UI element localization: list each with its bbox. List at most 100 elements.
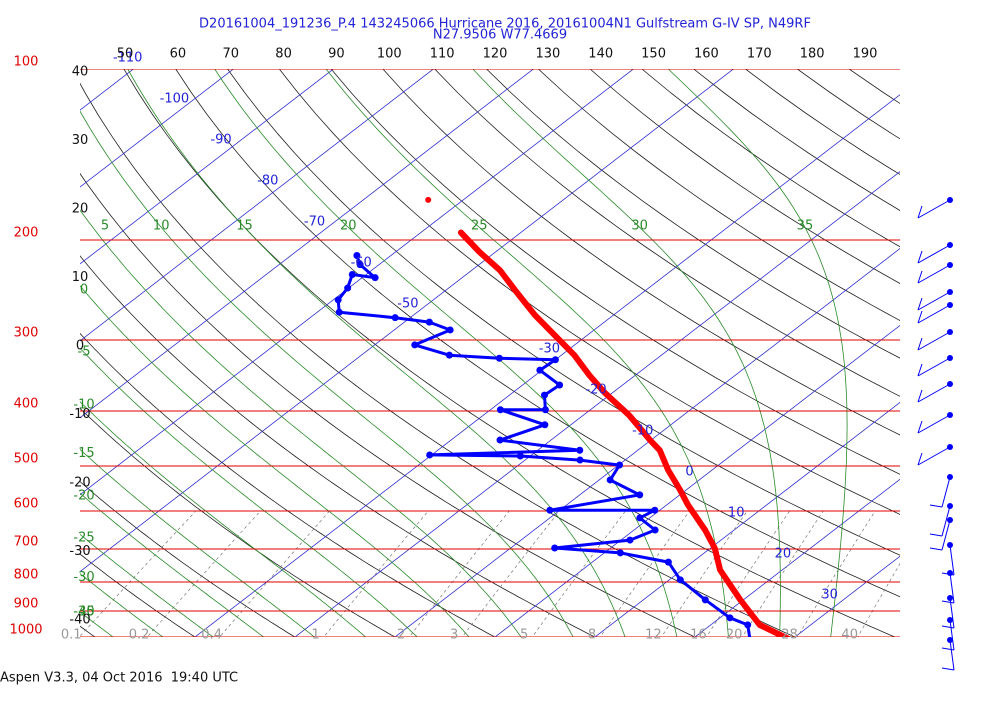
dewpoint-point (392, 314, 399, 321)
isotherm (379, 43, 1000, 649)
top-scale-label: 160 (694, 47, 719, 62)
isotherm-label: -20 (585, 383, 606, 398)
dewpoint-point (344, 285, 351, 292)
barb-feather (942, 626, 954, 628)
top-scale-label: 60 (170, 47, 187, 62)
mixing-ratio-line (524, 511, 626, 649)
dewpoint-point (617, 549, 624, 556)
top-scale-label: 170 (747, 47, 772, 62)
moist-adiabat (0, 69, 279, 649)
barb-feather (930, 534, 942, 536)
mixing-ratio-label: 5 (520, 628, 528, 643)
mixing-ratio-label: 0.1 (61, 628, 82, 643)
mixing-ratio-label: 28 (781, 628, 798, 643)
isotherm-label: -50 (397, 297, 418, 312)
dewpoint-point (702, 596, 709, 603)
isotherm-label: 0 (685, 465, 693, 480)
pressure-label: 900 (14, 597, 39, 612)
dewpoint-point (426, 319, 433, 326)
mixing-ratio-label: 3 (450, 628, 458, 643)
barb-staff (918, 332, 950, 350)
moist-adiabat-label: -15 (73, 446, 94, 461)
dry-adiabat (411, 43, 1000, 649)
altitude-label: 40 (72, 65, 89, 80)
dewpoint-point (652, 527, 659, 534)
altitude-label: 0 (76, 339, 84, 354)
dewpoint-point (607, 476, 614, 483)
dry-adiabat (0, 43, 213, 649)
top-scale-label: 110 (430, 47, 455, 62)
pressure-label: 100 (14, 55, 39, 70)
dewpoint-point (517, 452, 524, 459)
dewpoint-point (744, 621, 751, 628)
top-scale-label: 120 (483, 47, 508, 62)
dewpoint-point (542, 406, 549, 413)
isotherm-label: -80 (257, 174, 278, 189)
dry-adiabat (361, 43, 1000, 649)
mixing-ratio-label: 8 (588, 628, 596, 643)
dewpoint-point (335, 296, 342, 303)
top-scale-label: 80 (275, 47, 292, 62)
barb-staff (918, 200, 950, 218)
altitude-label: -10 (69, 407, 90, 422)
barb-feather (942, 668, 954, 670)
dewpoint-point (616, 462, 623, 469)
isotherm (179, 43, 967, 649)
mixing-ratio-label: 1 (312, 628, 320, 643)
dewpoint-point (372, 274, 379, 281)
isotherm-label: -60 (351, 256, 372, 271)
temperature-point (425, 197, 431, 203)
barb-feather (930, 548, 942, 550)
mixing-ratio-label: 40 (841, 628, 858, 643)
plot-area (0, 43, 1000, 649)
moist-adiabat-label: 10 (153, 219, 170, 234)
isotherm-label: -90 (210, 133, 231, 148)
moist-adiabat-label: 35 (797, 219, 814, 234)
dewpoint-point (577, 457, 584, 464)
dewpoint-point (556, 382, 563, 389)
isotherm-label: 30 (821, 588, 838, 603)
dewpoint-point (552, 356, 559, 363)
dewpoint-point (651, 507, 658, 514)
pressure-label: 500 (14, 452, 39, 467)
dewpoint-point (411, 341, 418, 348)
dry-adiabat (864, 43, 1000, 649)
barb-feather (942, 648, 954, 650)
mixing-ratio-label: 20 (726, 628, 743, 643)
pressure-label: 600 (14, 497, 39, 512)
dewpoint-point (349, 271, 356, 278)
barb-feather (930, 505, 942, 507)
barb-staff (918, 447, 950, 465)
dewpoint-point (636, 514, 643, 521)
dry-adiabat (813, 43, 1000, 649)
pressure-label: 700 (14, 535, 39, 550)
dewpoint-point (747, 636, 754, 643)
barb-staff (918, 265, 950, 283)
top-scale-label: 130 (535, 47, 560, 62)
altitude-label: 30 (72, 133, 89, 148)
top-scale-label: 70 (222, 47, 239, 62)
barb-staff (918, 358, 950, 376)
moist-adiabat-label: 25 (471, 219, 488, 234)
dry-adiabat (160, 43, 1000, 649)
wind-barbs (918, 197, 954, 670)
dry-adiabat (763, 43, 1000, 649)
top-scale-label: 190 (853, 47, 878, 62)
mixing-ratio-line (136, 511, 260, 649)
dry-adiabat (210, 43, 1000, 649)
isotherm-label: -10 (632, 424, 653, 439)
dewpoint-point (636, 491, 643, 498)
dewpoint-point (446, 352, 453, 359)
altitude-label: -20 (69, 476, 90, 491)
pressure-label: 1000 (9, 623, 42, 638)
barb-staff (918, 384, 950, 402)
isotherm (779, 43, 1000, 649)
isotherm-label: 10 (728, 506, 745, 521)
dewpoint-point (497, 406, 504, 413)
isotherm-label: -30 (539, 342, 560, 357)
mixing-ratio-label: 16 (690, 628, 707, 643)
moist-adiabat-label: -30 (73, 570, 94, 585)
moist-adiabat-label: 15 (236, 219, 253, 234)
moist-adiabat-label: 30 (631, 219, 648, 234)
